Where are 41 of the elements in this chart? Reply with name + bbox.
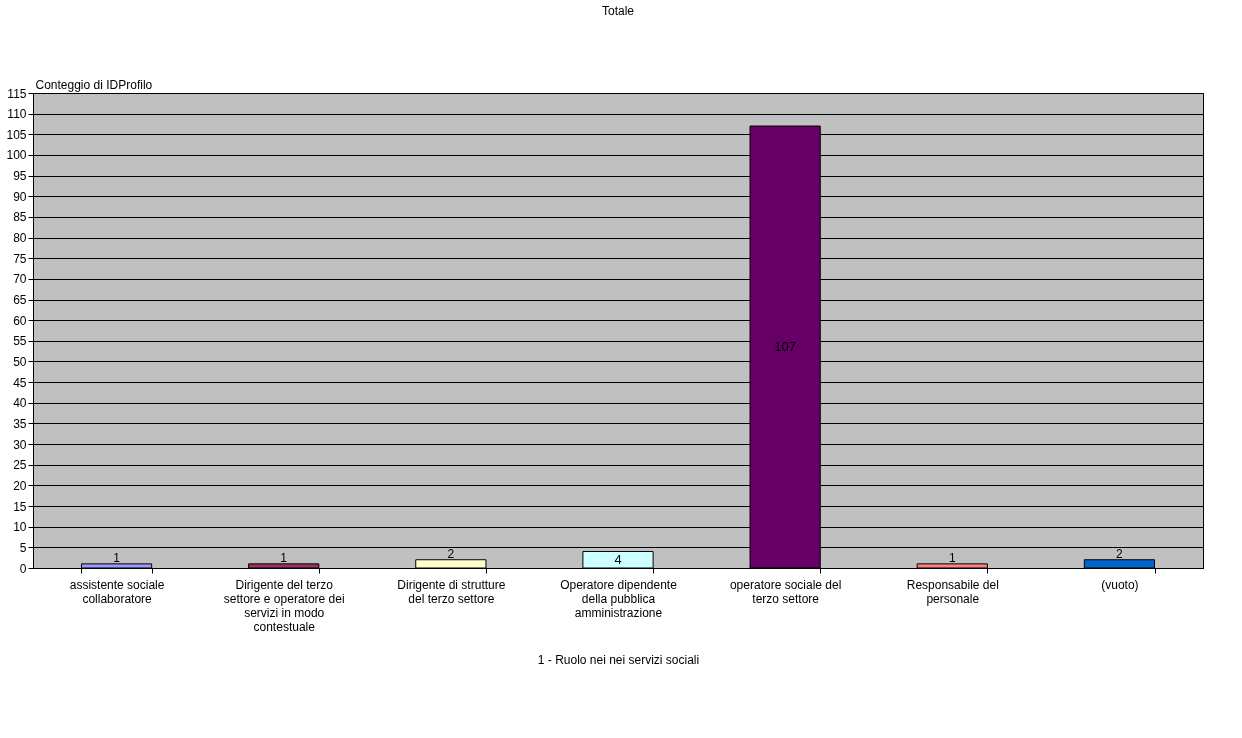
chart-title: Totale bbox=[601, 4, 635, 18]
y-tick-label: 90 bbox=[13, 189, 27, 204]
y-tick-label: 15 bbox=[13, 499, 27, 514]
y-tick-label: 25 bbox=[13, 458, 27, 473]
x-tick-label: Dirigente di strutture del terzo settore bbox=[397, 577, 506, 606]
x-tick-label: assistente sociale collaboratore bbox=[69, 577, 165, 606]
y-tick-label: 85 bbox=[13, 210, 27, 225]
y-tick-label: 10 bbox=[13, 520, 27, 535]
y-tick-label: 60 bbox=[13, 313, 27, 328]
y-tick-label: 0 bbox=[19, 561, 27, 576]
y-tick-label: 45 bbox=[13, 375, 27, 390]
y-tick-label: 55 bbox=[13, 334, 27, 349]
y-tick-label: 105 bbox=[6, 127, 27, 142]
x-tick-label: Responsabile del personale bbox=[906, 577, 999, 606]
y-tick-label: 110 bbox=[7, 107, 27, 122]
data-label: 1 bbox=[280, 550, 288, 565]
y-tick-label: 50 bbox=[13, 354, 27, 369]
x-tick-label: (vuoto) bbox=[1101, 577, 1139, 592]
data-label: 4 bbox=[614, 551, 622, 567]
y-tick-label: 65 bbox=[13, 293, 27, 308]
y-tick-label: 30 bbox=[13, 437, 27, 452]
y-tick-label: 95 bbox=[13, 169, 27, 184]
y-tick-label: 115 bbox=[7, 86, 27, 101]
y-tick-label: 20 bbox=[13, 478, 27, 493]
data-label: 2 bbox=[1116, 546, 1124, 561]
y-tick-label: 75 bbox=[13, 251, 27, 266]
y-tick-label: 5 bbox=[19, 540, 27, 555]
x-axis-title: 1 - Ruolo nei nei servizi sociali bbox=[537, 652, 700, 667]
y-tick-label: 35 bbox=[13, 416, 27, 431]
x-tick-label: Operatore dipendente della pubblica amministrazione bbox=[560, 577, 678, 620]
data-label: 1 bbox=[113, 550, 121, 565]
data-label: 2 bbox=[447, 546, 455, 561]
y-tick-label: 70 bbox=[13, 272, 27, 287]
x-tick-label: Dirigente del terzo settore e operatore dei servizi in modo contestuale bbox=[223, 577, 345, 634]
data-label: 107 bbox=[774, 339, 796, 355]
y-tick-label: 80 bbox=[13, 231, 27, 246]
data-label: 1 bbox=[948, 550, 956, 565]
y-tick-label: 40 bbox=[13, 396, 27, 411]
y-tick-label: 100 bbox=[6, 148, 27, 163]
x-tick-label: operatore sociale del terzo settore bbox=[729, 577, 842, 606]
y-axis-title: Conteggio di IDProfilo bbox=[35, 77, 153, 92]
